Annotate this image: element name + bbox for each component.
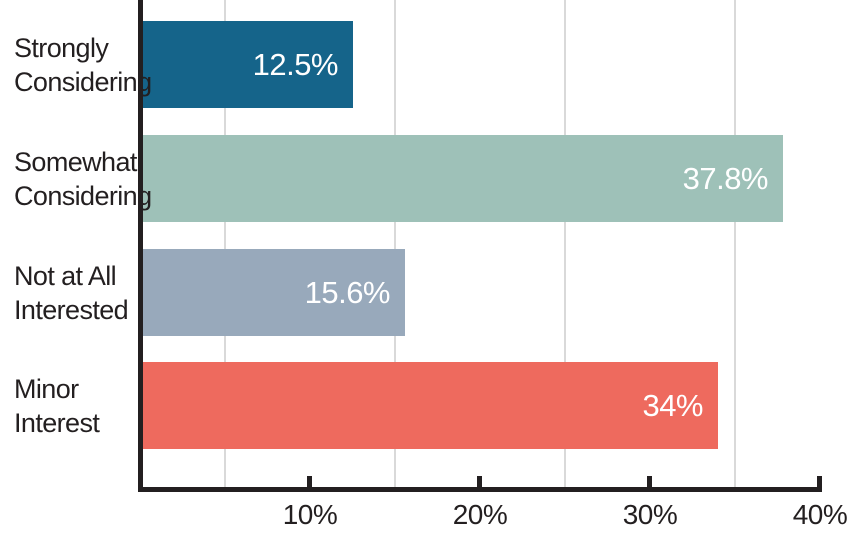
x-axis-tick-label: 30%: [622, 499, 678, 530]
bar-value-label: 37.8%: [682, 160, 769, 196]
bar-somewhat-considering: 37.8%: [143, 135, 783, 222]
x-axis-line: [138, 487, 822, 492]
x-axis-tick: [307, 476, 312, 487]
category-label-not-at-all-interested: Not at All Interested: [14, 260, 129, 325]
category-label-strongly-considering: Strongly Considering: [14, 32, 152, 97]
y-axis-line: [138, 0, 143, 492]
bar-value-label: 12.5%: [252, 46, 339, 82]
bar-value-label: 34%: [642, 387, 703, 423]
bar-minor-interest: 34%: [143, 362, 718, 449]
minor-gridline: [394, 0, 396, 487]
x-axis-tick: [647, 476, 652, 487]
x-axis-tick-label: 20%: [452, 499, 508, 530]
x-axis-tick: [477, 476, 482, 487]
bar-value-label: 15.6%: [304, 274, 391, 310]
category-label-minor-interest: Minor Interest: [14, 373, 100, 438]
category-label-somewhat-considering: Somewhat Considering: [14, 146, 152, 211]
bar-not-at-all-interested: 15.6%: [143, 249, 405, 336]
x-axis-tick-label: 40%: [792, 499, 848, 530]
minor-gridline: [224, 0, 226, 487]
minor-gridline: [734, 0, 736, 487]
x-axis-tick: [817, 476, 822, 487]
bar-strongly-considering: 12.5%: [143, 21, 353, 108]
x-axis-tick-label: 10%: [282, 499, 338, 530]
minor-gridline: [564, 0, 566, 487]
